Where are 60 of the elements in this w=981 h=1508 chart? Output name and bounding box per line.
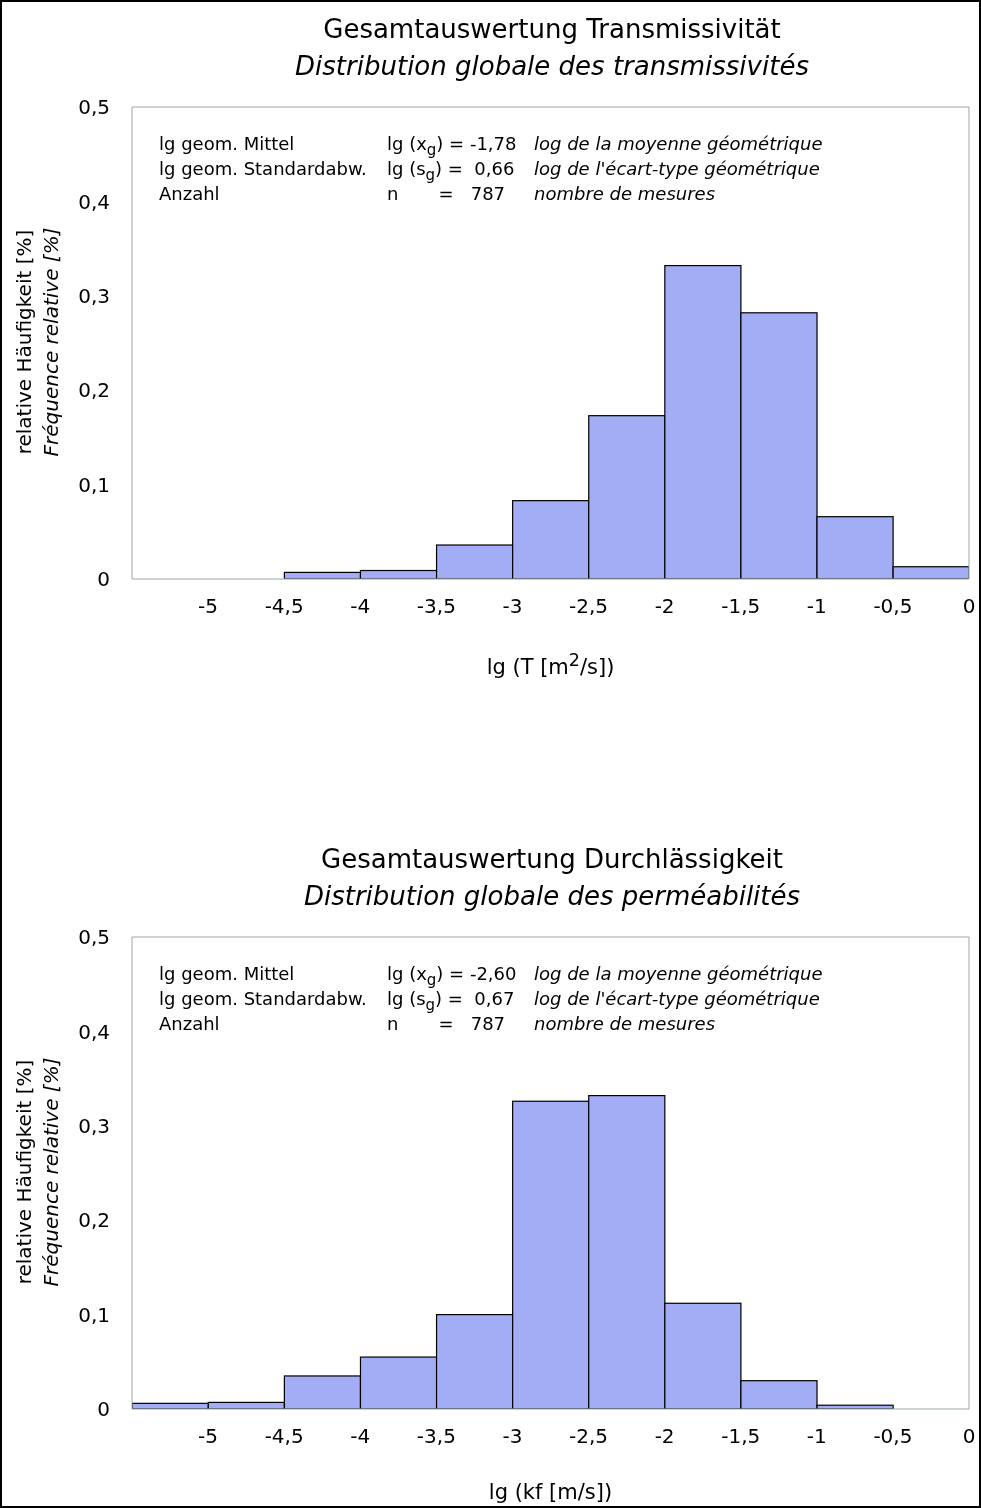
x-tick-label: -4,5 bbox=[264, 1424, 304, 1449]
y-tick-label: 0,5 bbox=[78, 925, 110, 950]
annotation: Anzahl bbox=[159, 183, 220, 204]
y-tick-label: 0,2 bbox=[78, 378, 110, 403]
annotation: log de la moyenne géométrique bbox=[534, 963, 823, 984]
annotation: n = 787 bbox=[387, 1013, 506, 1034]
chart-title: Gesamtauswertung Durchlässigkeit bbox=[320, 844, 784, 874]
x-tick-label: -2,5 bbox=[569, 594, 609, 619]
x-tick-label: -3 bbox=[502, 594, 523, 619]
x-tick-label: -0,5 bbox=[873, 1424, 913, 1449]
x-tick-label: -2 bbox=[654, 1424, 675, 1449]
x-tick-label: -0,5 bbox=[873, 594, 913, 619]
x-tick-label: -3 bbox=[502, 1424, 523, 1449]
chart-title: Gesamtauswertung Transmissivität bbox=[322, 14, 782, 44]
annotation: lg (x$_{g}$) = -2,60 bbox=[387, 963, 517, 989]
x-tick-label: -5 bbox=[198, 594, 219, 619]
x-tick-label: -1,5 bbox=[721, 1424, 761, 1449]
y-axis-title: relative Häufigkeit [%] Fréquence relative [%] bbox=[11, 227, 64, 457]
y-tick-label: 0,5 bbox=[78, 95, 110, 120]
annotation: lg geom. Mittel bbox=[159, 963, 295, 984]
y-tick-label: 0,4 bbox=[78, 1019, 110, 1044]
y-axis-title: relative Häufigkeit [%] Fréquence relative [%] bbox=[11, 1057, 64, 1287]
x-tick-label: -2 bbox=[654, 594, 675, 619]
chart-subtitle: Distribution globale des transmissivités bbox=[294, 51, 810, 81]
y-tick-label: 0,1 bbox=[78, 472, 110, 497]
x-tick-label: -3,5 bbox=[416, 594, 456, 619]
x-tick-label: 0 bbox=[962, 1424, 976, 1449]
annotation: log de l'écart-type géométrique bbox=[534, 988, 820, 1009]
x-tick-label: -4 bbox=[350, 1424, 371, 1449]
x-tick-label: -1 bbox=[806, 594, 827, 619]
annotation: lg (s$_{g}$) = 0,67 bbox=[387, 988, 515, 1014]
x-axis-title: lg (T [m$^{2}$/s]) bbox=[485, 650, 616, 679]
annotation: lg (s$_{g}$) = 0,66 bbox=[387, 158, 515, 184]
y-tick-label: 0 bbox=[97, 1397, 110, 1422]
x-tick-label: -5 bbox=[198, 1424, 219, 1449]
x-tick-label: -4 bbox=[350, 594, 371, 619]
annotation: nombre de mesures bbox=[534, 1013, 716, 1034]
annotation: Anzahl bbox=[159, 1013, 220, 1034]
annotation: log de la moyenne géométrique bbox=[534, 133, 823, 154]
annotation: lg geom. Standardabw. bbox=[159, 988, 367, 1009]
x-tick-label: -3,5 bbox=[416, 1424, 456, 1449]
x-axis-title: lg (kf [m/s]) bbox=[487, 1480, 614, 1504]
y-tick-label: 0,3 bbox=[78, 283, 110, 308]
annotation: lg (x$_{g}$) = -1,78 bbox=[387, 133, 517, 159]
annotation: lg geom. Standardabw. bbox=[159, 158, 367, 179]
y-tick-label: 0,3 bbox=[78, 1113, 110, 1138]
annotation: lg geom. Mittel bbox=[159, 133, 295, 154]
x-tick-label: -1 bbox=[806, 1424, 827, 1449]
y-tick-label: 0,1 bbox=[78, 1302, 110, 1327]
x-tick-label: -4,5 bbox=[264, 594, 304, 619]
annotation: n = 787 bbox=[387, 183, 506, 204]
x-tick-label: -2,5 bbox=[569, 1424, 609, 1449]
y-tick-label: 0 bbox=[97, 567, 110, 592]
y-tick-label: 0,2 bbox=[78, 1208, 110, 1233]
x-tick-label: -1,5 bbox=[721, 594, 761, 619]
annotation: log de l'écart-type géométrique bbox=[534, 158, 820, 179]
y-tick-label: 0,4 bbox=[78, 189, 110, 214]
chart-subtitle: Distribution globale des perméabilités bbox=[302, 881, 802, 911]
x-tick-label: 0 bbox=[962, 594, 976, 619]
annotation: nombre de mesures bbox=[534, 183, 716, 204]
